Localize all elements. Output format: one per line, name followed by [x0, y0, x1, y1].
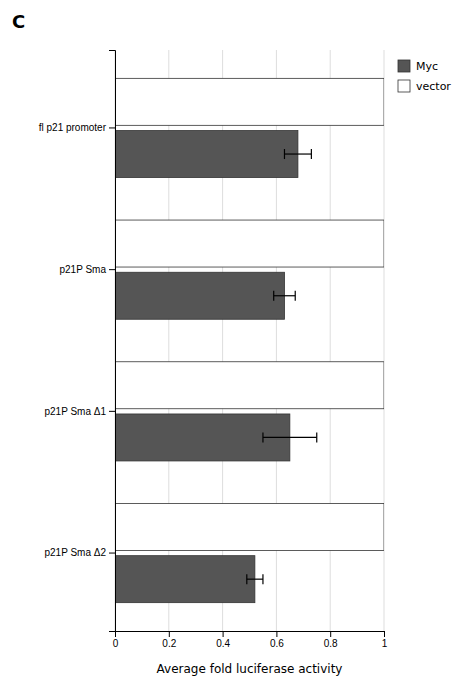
tick-mark — [223, 631, 224, 637]
tick-label: 1 — [382, 638, 388, 649]
tick-label: 0.8 — [324, 638, 338, 649]
axis-title: Average fold luciferase activity — [157, 662, 343, 676]
plot: 00.20.40.60.81p21P Sma Δ2p21P Sma Δ1p21P… — [39, 50, 388, 649]
legend: Myc vector — [398, 60, 451, 93]
error-bar-line — [284, 153, 311, 154]
tick-label: 0 — [113, 638, 119, 649]
series — [115, 78, 384, 550]
tick-mark — [109, 127, 115, 128]
bar — [115, 78, 384, 125]
bars — [115, 78, 384, 602]
tick: p21P Sma Δ2 — [44, 547, 115, 558]
error-bar-line — [262, 574, 263, 584]
tick: 0.8 — [324, 631, 338, 649]
tick: 0.4 — [216, 631, 230, 649]
error-bar-line — [263, 437, 317, 438]
error-bar — [284, 149, 311, 159]
bar — [115, 362, 384, 409]
legend-item: Myc — [398, 60, 438, 73]
error-bar — [274, 291, 296, 301]
tick: p21P Sma Δ1 — [44, 406, 115, 417]
tick-label: fl p21 promoter — [39, 122, 107, 133]
error-bar-line — [311, 149, 312, 159]
tick: 0.2 — [162, 631, 176, 649]
tick-mark — [330, 631, 331, 637]
tick-label: 0.2 — [162, 638, 176, 649]
tick-mark — [169, 631, 170, 637]
bar — [115, 272, 284, 319]
x-axis: 0 0.2 0.4 0.6 0.8 1 — [113, 631, 388, 649]
legend-item: vector — [398, 80, 451, 93]
tick: 0.6 — [270, 631, 284, 649]
error-bar-line — [284, 149, 285, 159]
tick: fl p21 promoter — [39, 122, 115, 133]
tick-label: p21P Sma — [59, 264, 106, 275]
bar — [115, 503, 384, 550]
error-bar — [247, 574, 263, 584]
tick-label: p21P Sma Δ2 — [44, 547, 106, 558]
error-bar-line — [295, 291, 296, 301]
error-bar — [263, 432, 317, 442]
error-bar-line — [273, 291, 274, 301]
tick: 0 — [113, 631, 119, 649]
error-bar-line — [246, 574, 247, 584]
y-axis: p21P Sma Δ2 p21P Sma Δ1 p21P Sma fl p21 pro… — [39, 51, 116, 632]
tick-mark — [384, 631, 385, 637]
bar — [115, 131, 298, 178]
axis-line — [116, 632, 385, 638]
tick-mark — [109, 411, 115, 412]
tick-label: 0.4 — [216, 638, 230, 649]
axis-line — [109, 51, 116, 632]
tick-label: p21P Sma Δ1 — [44, 406, 106, 417]
tick-label: 0.6 — [270, 638, 284, 649]
error-bar-line — [262, 432, 263, 442]
legend-label: Myc — [416, 60, 438, 73]
tick-mark — [109, 269, 115, 270]
title: C — [12, 11, 25, 32]
error-bar-line — [274, 295, 296, 296]
tick: p21P Sma — [59, 264, 115, 275]
legend-swatch — [398, 60, 410, 72]
error-bar-line — [316, 432, 317, 442]
tick-mark — [276, 631, 277, 637]
tick-mark — [109, 553, 115, 554]
bar — [115, 556, 255, 603]
chart: 00.20.40.60.81p21P Sma Δ2p21P Sma Δ1p21P… — [0, 0, 474, 691]
grid — [115, 50, 384, 631]
tick: 1 — [382, 631, 388, 649]
legend-label: vector — [416, 80, 451, 93]
error-bar-line — [247, 579, 263, 580]
legend-swatch — [398, 80, 410, 92]
bar — [115, 220, 384, 267]
